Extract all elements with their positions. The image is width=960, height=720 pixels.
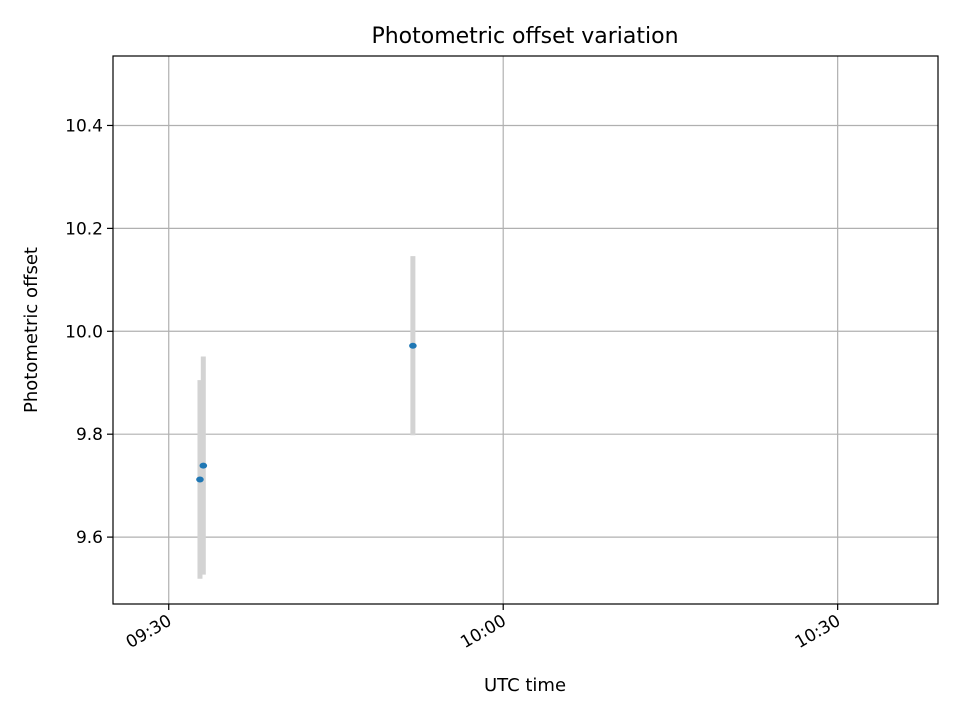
chart-title: Photometric offset variation bbox=[371, 24, 678, 49]
plot-frame bbox=[112, 55, 939, 605]
y-axis-label: Photometric offset bbox=[21, 247, 42, 413]
x-tick-label: 10:30 bbox=[792, 611, 844, 653]
y-tick-label: 10.0 bbox=[65, 322, 103, 342]
y-tick-label: 10.4 bbox=[65, 116, 103, 136]
y-tick-label: 9.6 bbox=[76, 528, 103, 548]
data-point bbox=[199, 462, 208, 469]
grid-layer bbox=[113, 56, 938, 604]
data-point bbox=[196, 476, 204, 483]
data-point bbox=[409, 342, 417, 349]
y-tick-label: 9.8 bbox=[76, 425, 103, 445]
x-tick-label: 10:00 bbox=[457, 611, 509, 653]
y-tick-label: 10.2 bbox=[65, 219, 103, 239]
x-tick-label: 09:30 bbox=[123, 611, 175, 653]
data-points bbox=[196, 342, 417, 483]
x-axis-label: UTC time bbox=[484, 675, 566, 696]
